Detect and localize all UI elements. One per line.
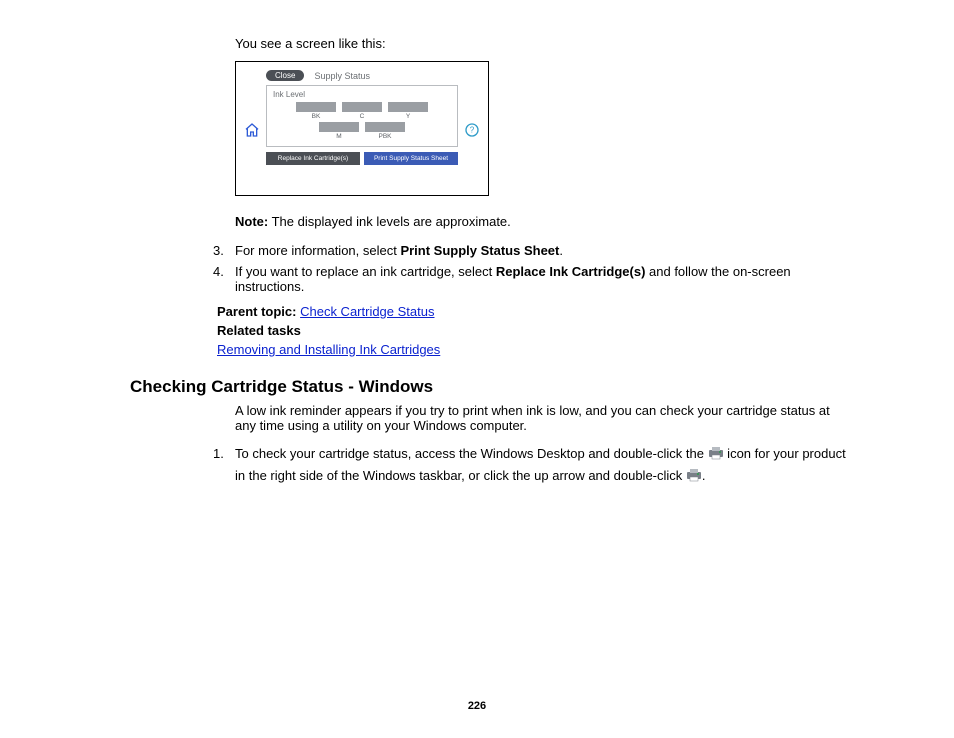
step-3: For more information, select Print Suppl… (217, 243, 854, 258)
help-icon: ? (464, 122, 480, 143)
printer-icon (708, 445, 724, 459)
ink-bar (365, 122, 405, 132)
parent-topic-line: Parent topic: Check Cartridge Status (217, 304, 854, 319)
ink-code: C (360, 113, 365, 120)
ink-level-label: Ink Level (273, 90, 451, 99)
ink-bar (342, 102, 382, 112)
lcd-screenshot: ? Close Supply Status Ink Level BK C Y (235, 61, 489, 196)
intro-text: You see a screen like this: (235, 36, 854, 51)
svg-text:?: ? (470, 126, 475, 135)
ink-bar (388, 102, 428, 112)
note-line: Note: The displayed ink levels are appro… (235, 214, 854, 229)
windows-step-1: To check your cartridge status, access t… (217, 443, 854, 487)
printer-icon (686, 467, 702, 481)
lcd-close-button: Close (266, 70, 304, 81)
ink-code: BK (312, 113, 321, 120)
step-text: . (559, 243, 563, 258)
step-bold: Print Supply Status Sheet (400, 243, 559, 258)
note-label: Note: (235, 214, 268, 229)
related-tasks-heading: Related tasks (217, 323, 854, 338)
step-4: If you want to replace an ink cartridge,… (217, 264, 854, 294)
ink-bar (319, 122, 359, 132)
step-text: For more information, select (235, 243, 400, 258)
ink-code: M (336, 133, 341, 140)
step-text: To check your cartridge status, access t… (235, 446, 708, 461)
lcd-title: Supply Status (314, 71, 370, 81)
home-icon (244, 122, 260, 143)
parent-topic-link[interactable]: Check Cartridge Status (300, 304, 434, 319)
step-bold: Replace Ink Cartridge(s) (496, 264, 646, 279)
ink-level-panel: Ink Level BK C Y M PBK (266, 85, 458, 147)
page-number: 226 (0, 700, 954, 712)
section-heading: Checking Cartridge Status - Windows (130, 377, 854, 397)
step-text: If you want to replace an ink cartridge,… (235, 264, 496, 279)
note-text: The displayed ink levels are approximate… (268, 214, 511, 229)
related-task-link[interactable]: Removing and Installing Ink Cartridges (217, 342, 440, 357)
lcd-replace-button: Replace Ink Cartridge(s) (266, 152, 360, 165)
ink-code: PBK (378, 133, 391, 140)
step-text: . (702, 468, 706, 483)
ink-bar (296, 102, 336, 112)
lcd-print-button: Print Supply Status Sheet (364, 152, 458, 165)
ink-code: Y (406, 113, 410, 120)
section-paragraph: A low ink reminder appears if you try to… (235, 403, 854, 433)
parent-topic-label: Parent topic: (217, 304, 296, 319)
